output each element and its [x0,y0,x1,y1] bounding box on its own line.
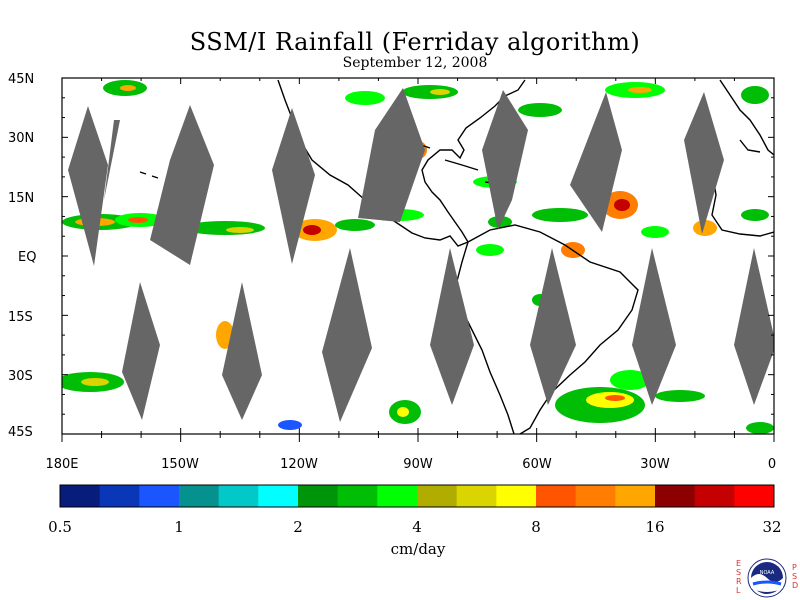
colorbar-tick-4: 4 [412,518,422,536]
lat-label-eq: EQ [18,250,36,265]
colorbar-tick-0-5: 0.5 [48,518,72,536]
colorbar [60,485,775,507]
lon-label-30w: 30W [640,457,670,472]
colorbar-swatch [139,485,180,507]
logo-letter-d: D [792,581,798,590]
colorbar-swatch [377,485,418,507]
lat-label-45n: 45N [8,72,34,87]
colorbar-swatch [496,485,537,507]
map-panel [62,78,774,434]
colorbar-swatch [60,485,101,507]
noaa-logo: E S R L P S D NOAA [736,558,798,598]
logo-letter-e: E [736,559,741,568]
lon-label-120w: 120W [280,457,318,472]
longitude-axis [61,78,775,442]
noaa-seal-icon: NOAA [747,558,787,598]
colorbar-swatch [179,485,220,507]
lon-label-0: 0 [768,457,776,472]
latitude-labels: 45N 30N 15N EQ 15S 30S 45S [8,72,36,440]
logo-letter-s: S [736,568,741,577]
logo-letter-p: P [792,563,797,572]
colorbar-swatch [615,485,656,507]
colorbar-swatch [298,485,339,507]
lat-label-30n: 30N [8,131,34,146]
colorbar-swatch [734,485,775,507]
lat-label-30s: 30S [8,369,33,384]
map-title: SSM/I Rainfall (Ferriday algorithm) [189,28,641,56]
swath-gaps [68,88,774,422]
lon-label-180e: 180E [45,457,78,472]
logo-letter-r: R [736,577,742,586]
colorbar-tick-16: 16 [645,518,664,536]
colorbar-swatch [258,485,299,507]
lon-label-150w: 150W [161,457,199,472]
colorbar-tick-2: 2 [293,518,303,536]
logo-letter-s2: S [792,572,797,581]
colorbar-swatch [694,485,735,507]
colorbar-frame [59,484,775,508]
longitude-labels: 180E 150W 120W 90W 60W 30W 0 [45,457,776,472]
logo-letter-l: L [736,586,741,595]
colorbar-swatch [536,485,577,507]
colorbar-unit-label: cm/day [391,540,446,558]
lon-label-60w: 60W [522,457,552,472]
colorbar-swatch [99,485,140,507]
latitude-axis [62,77,774,435]
colorbar-tick-8: 8 [531,518,541,536]
colorbar-swatch [655,485,696,507]
lon-label-90w: 90W [403,457,433,472]
lat-label-15s: 15S [8,310,33,325]
colorbar-swatch [417,485,458,507]
noaa-seal-text: NOAA [760,570,775,576]
colorbar-swatch [218,485,259,507]
colorbar-tick-1: 1 [174,518,184,536]
lat-label-45s: 45S [8,425,33,440]
lat-label-15n: 15N [8,191,34,206]
colorbar-labels: 0.5 1 2 4 8 16 32 cm/day [48,518,781,558]
rainfall-patches [62,80,774,434]
colorbar-swatch [456,485,497,507]
colorbar-swatch [575,485,616,507]
map-subtitle: September 12, 2008 [342,55,488,71]
colorbar-tick-32: 32 [762,518,781,536]
colorbar-swatch [337,485,378,507]
